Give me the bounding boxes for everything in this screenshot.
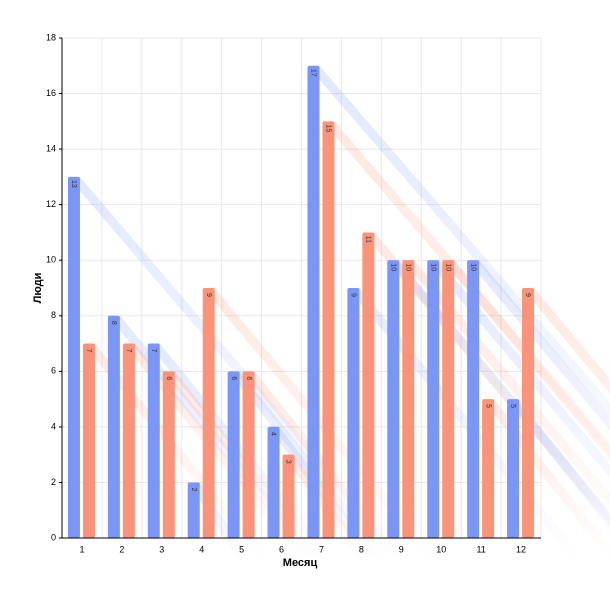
bar [67, 176, 80, 538]
bar [122, 343, 135, 538]
bar-shadow [402, 260, 610, 508]
x-tick-label: 7 [319, 544, 324, 554]
bar [242, 371, 255, 538]
data-label: 7 [150, 349, 157, 353]
x-tick-label: 4 [199, 544, 204, 554]
data-label: 9 [350, 293, 357, 297]
data-label: 13 [70, 180, 77, 188]
bar [227, 371, 240, 538]
y-tick-label: 16 [46, 88, 56, 98]
x-tick-label: 8 [359, 544, 364, 554]
x-tick-label: 5 [239, 544, 244, 554]
data-label: 11 [365, 236, 372, 243]
x-tick-label: 1 [79, 544, 84, 554]
x-tick-label: 12 [516, 544, 526, 554]
bar-shadow [522, 288, 610, 394]
y-axis-label: Люди [32, 273, 44, 304]
data-label: 5 [484, 404, 491, 408]
data-label: 8 [110, 321, 117, 325]
y-tick-label: 2 [51, 477, 56, 487]
y-tick-label: 12 [46, 199, 56, 209]
data-label: 10 [404, 263, 411, 271]
bar-shadow [307, 65, 610, 417]
y-tick-label: 4 [51, 421, 56, 431]
data-label: 3 [285, 460, 292, 464]
data-label: 9 [205, 293, 212, 297]
y-tick-label: 14 [46, 143, 56, 153]
data-label: 6 [245, 376, 252, 380]
data-label: 7 [85, 349, 92, 353]
bar [427, 260, 440, 538]
x-axis-label: Месяц [283, 557, 318, 569]
data-label: 17 [310, 69, 317, 77]
bar-shadow [362, 232, 610, 526]
data-label: 15 [325, 124, 332, 132]
bar [467, 260, 480, 538]
x-tick-label: 6 [279, 544, 284, 554]
x-tick-label: 2 [119, 544, 124, 554]
bar [322, 121, 335, 538]
bar [202, 288, 215, 538]
bar [267, 426, 280, 538]
bar [362, 232, 375, 538]
plot: 0 2 4 6 8 10 12 14 16 18 1 13 7 2 8 7 3 7 6 4 2 9 5 6 6 6 4 3 7 17 15 8… [46, 32, 541, 554]
data-label: 6 [165, 376, 172, 380]
data-label: 6 [230, 376, 237, 380]
bar [522, 288, 535, 538]
bar [387, 260, 400, 538]
bar-shadow [427, 260, 610, 478]
bar [307, 65, 320, 539]
data-label: 9 [524, 293, 531, 297]
x-tick-label: 10 [436, 544, 446, 554]
bar [402, 260, 415, 538]
y-tick-label: 8 [51, 310, 56, 320]
data-label: 10 [469, 263, 476, 271]
data-label: 10 [429, 263, 436, 271]
y-tick-label: 18 [46, 32, 56, 42]
bar [282, 454, 295, 538]
bar [507, 399, 520, 538]
data-label: 10 [444, 263, 451, 271]
y-tick-label: 10 [46, 255, 56, 265]
bar-shadow [202, 288, 440, 558]
x-tick-label: 3 [159, 544, 164, 554]
data-label: 2 [190, 487, 197, 491]
data-label: 10 [389, 263, 396, 271]
bar [347, 288, 360, 538]
bar-shadow [467, 260, 610, 431]
data-label: 5 [509, 404, 516, 408]
data-label: 4 [270, 432, 277, 436]
data-label: 7 [125, 349, 132, 353]
y-tick-label: 0 [51, 532, 56, 542]
bar [82, 343, 95, 538]
bar [482, 399, 495, 538]
bar [147, 343, 160, 538]
x-tick-label: 11 [476, 544, 485, 554]
bar [442, 260, 455, 538]
bar [187, 482, 200, 538]
bar [107, 315, 120, 538]
x-tick-label: 9 [399, 544, 404, 554]
bar [162, 371, 175, 538]
y-tick-label: 6 [51, 366, 56, 376]
